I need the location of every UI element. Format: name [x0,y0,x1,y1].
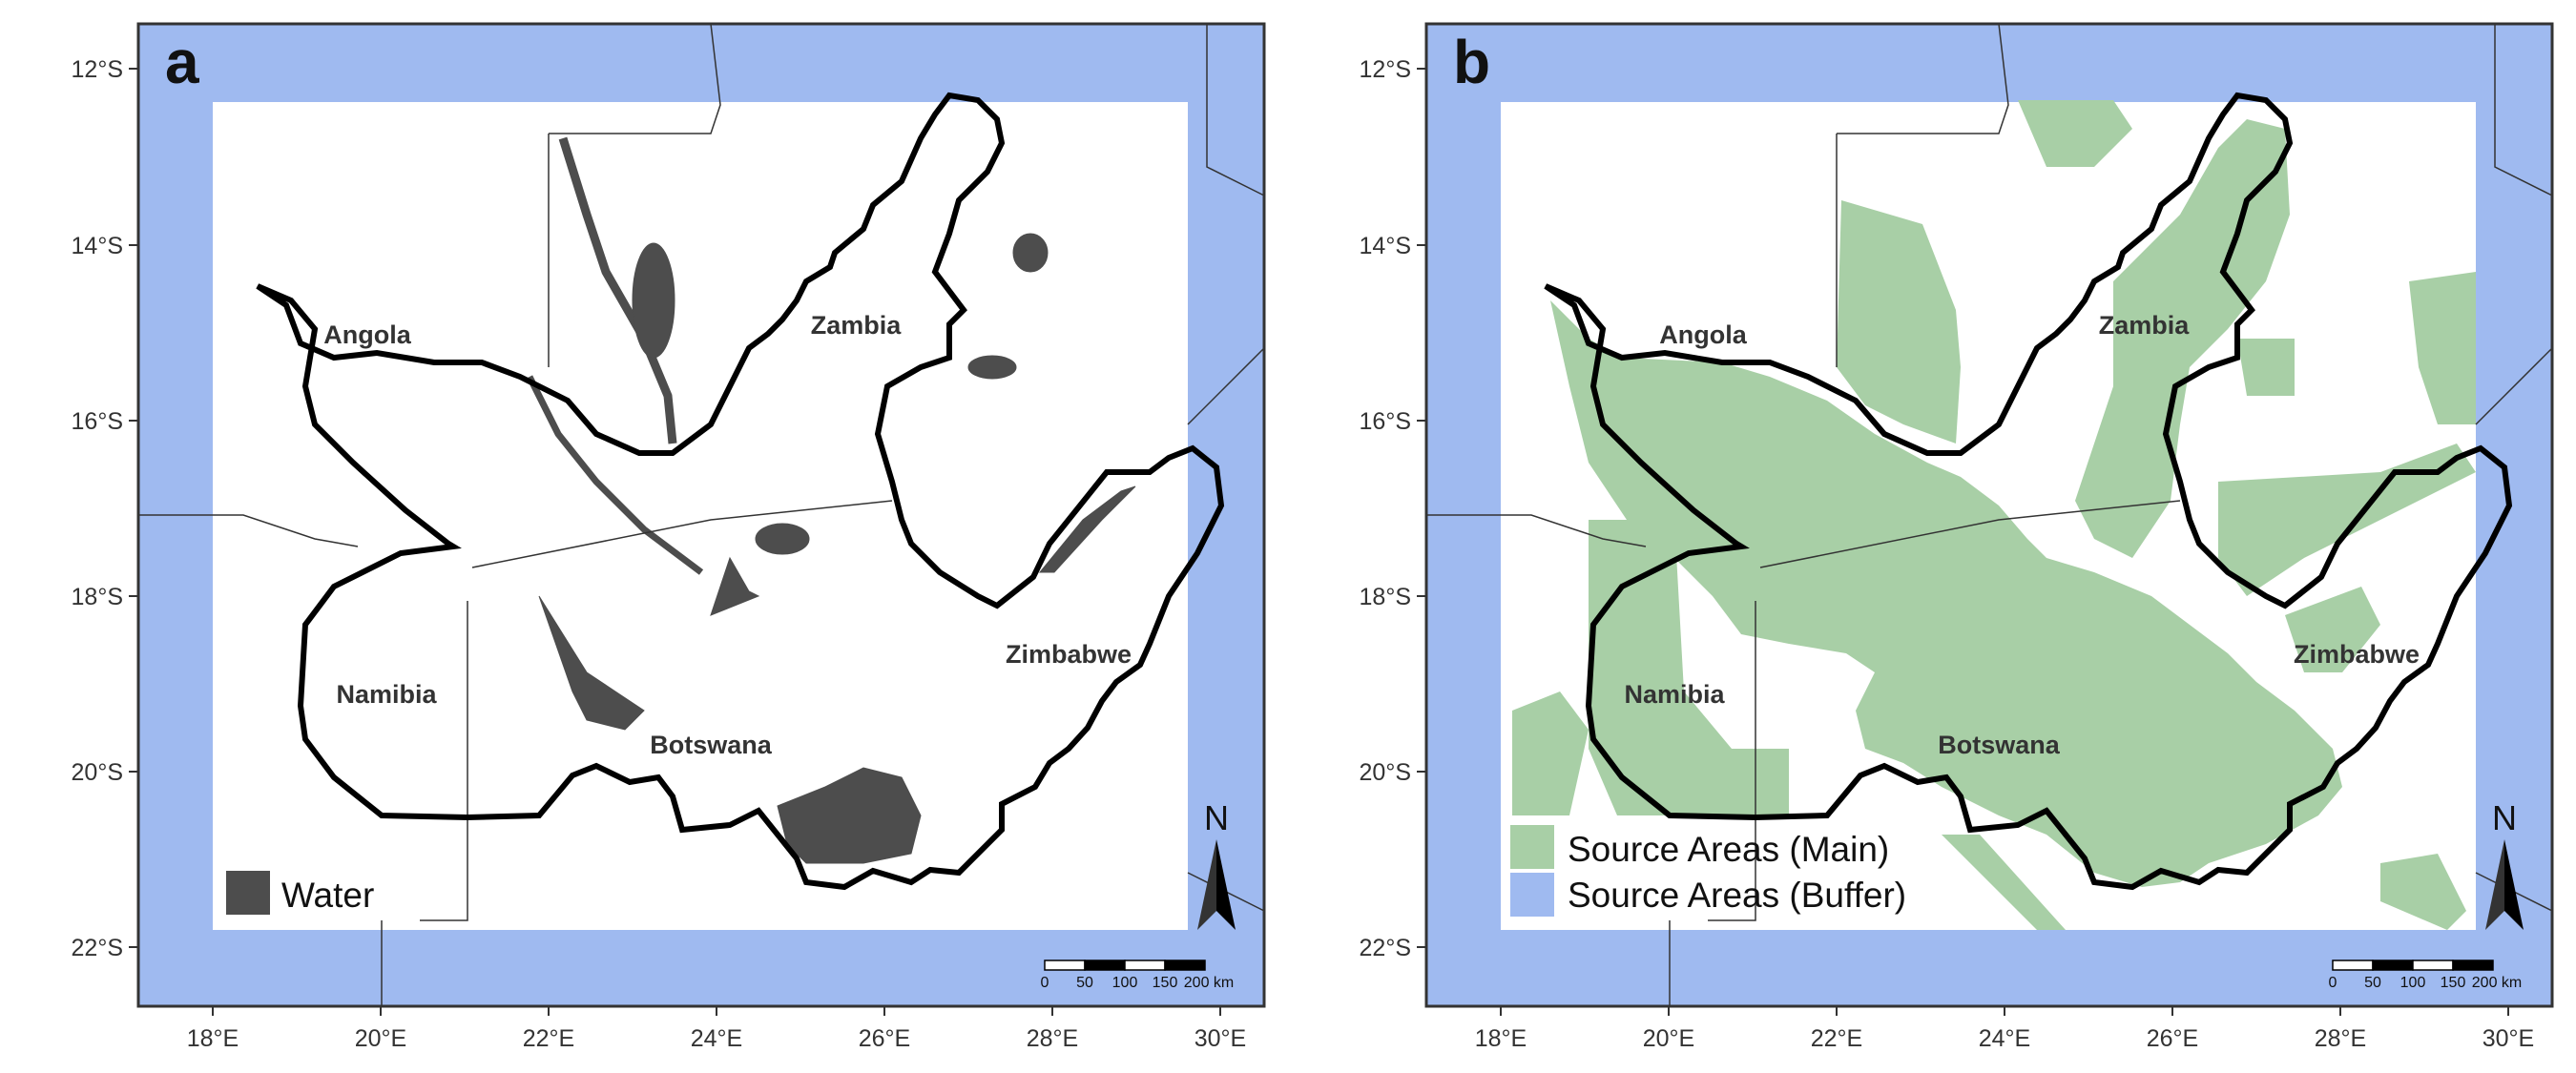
x-tick-label: 28°E [2315,1025,2366,1052]
scale-bar: 0 50 100 150 200 km [2329,960,2522,991]
y-tick-label: 20°S [72,759,123,786]
legend-swatch-water [226,871,270,915]
north-label: N [2492,798,2517,837]
legend-swatch-buffer [1510,873,1554,917]
x-tick-label: 30°E [1195,1025,1246,1052]
x-tick-label: 22°E [523,1025,574,1052]
axes-panel-b: 12°S 14°S 16°S 18°S 20°S 22°S 18°E 20°E 22°E 24°E… [1360,56,2535,1052]
panel-b: b Source Areas (Main) Source Areas (Buff… [1424,22,2554,1008]
x-tick-label: 24°E [691,1025,742,1052]
scale-label-100: 100 [1112,975,1138,991]
y-tick-label: 20°S [1360,759,1411,786]
north-arrow: N [1197,798,1236,930]
label-namibia: Namibia [336,680,437,709]
label-botswana: Botswana [1938,731,2061,759]
scale-label-150: 150 [1153,975,1178,991]
y-tick-label: 16°S [72,408,123,435]
x-tick-label: 20°E [1643,1025,1694,1052]
scale-label-50: 50 [2364,975,2381,991]
y-tick-label: 12°S [72,56,123,83]
panel-frame [1424,22,2554,1008]
y-tick-label: 16°S [1360,408,1411,435]
x-tick-label: 28°E [1027,1025,1078,1052]
y-tick-label: 18°S [72,584,123,610]
x-tick-label: 26°E [2147,1025,2198,1052]
scale-label-0: 0 [2329,975,2337,991]
label-zimbabwe: Zimbabwe [1006,640,1132,669]
study-extent [213,102,1188,930]
x-tick-label: 20°E [355,1025,406,1052]
x-tick-label: 18°E [1475,1025,1527,1052]
y-tick-label: 14°S [72,233,123,259]
panel-letter: b [1453,28,1490,96]
north-label: N [1204,798,1229,837]
label-botswana: Botswana [650,731,773,759]
scale-label-150: 150 [2441,975,2466,991]
scale-bar: 0 50 100 150 200 km [1041,960,1234,991]
y-tick-label: 14°S [1360,233,1411,259]
country-borders [138,23,1265,1006]
label-zimbabwe: Zimbabwe [2294,640,2420,669]
y-tick-label: 12°S [1360,56,1411,83]
legend-label-water: Water [281,876,374,915]
panel-frame [136,22,1266,1008]
label-namibia: Namibia [1624,680,1725,709]
label-angola: Angola [323,320,411,349]
x-tick-label: 30°E [2483,1025,2534,1052]
panel-letter: a [165,28,199,96]
north-arrow: N [2485,798,2524,930]
axes-panel-a: 12°S 14°S 16°S 18°S 20°S 22°S 18°E 20°E 22°E 24°E… [72,56,1247,1052]
x-tick-label: 24°E [1979,1025,2030,1052]
scale-label-200: 200 km [1184,975,1234,991]
x-tick-label: 18°E [187,1025,239,1052]
scale-label-0: 0 [1041,975,1049,991]
main-source-areas [1512,100,2476,930]
scale-label-50: 50 [1076,975,1093,991]
scale-label-100: 100 [2400,975,2426,991]
legend-label-buffer: Source Areas (Buffer) [1568,876,1906,915]
scale-label-200: 200 km [2472,975,2522,991]
panel-a: a Water Angola Zambia Namibia Botswana Z… [136,22,1266,1008]
y-tick-label: 18°S [1360,584,1411,610]
y-tick-label: 22°S [72,935,123,961]
label-zambia: Zambia [811,311,903,340]
legend-swatch-main [1510,825,1554,869]
x-tick-label: 22°E [1811,1025,1862,1052]
water-features [526,136,1136,864]
x-tick-label: 26°E [859,1025,910,1052]
y-tick-label: 22°S [1360,935,1411,961]
label-angola: Angola [1659,320,1747,349]
legend-label-main: Source Areas (Main) [1568,830,1889,869]
label-zambia: Zambia [2099,311,2191,340]
